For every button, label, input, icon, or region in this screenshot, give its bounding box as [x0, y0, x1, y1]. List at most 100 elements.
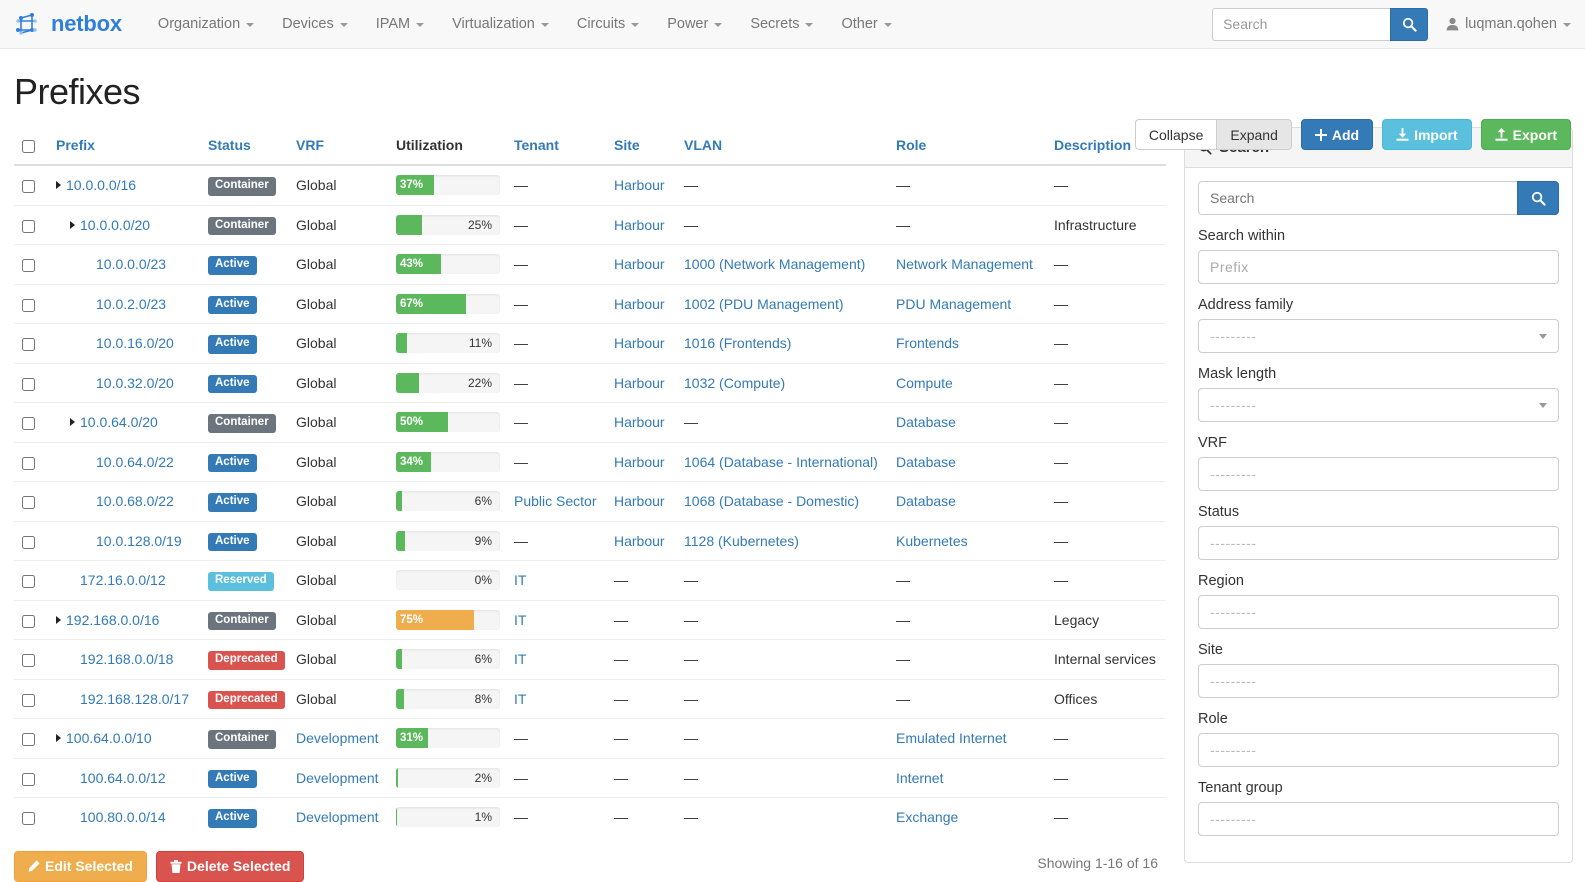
prefix-link[interactable]: 10.0.64.0/22: [96, 453, 174, 470]
vrf-value[interactable]: Development: [296, 730, 379, 747]
filter-input-region[interactable]: ---------: [1198, 595, 1559, 629]
filter-input-mask-length[interactable]: ---------: [1198, 388, 1559, 422]
site-value[interactable]: Harbour: [614, 295, 665, 312]
row-checkbox[interactable]: [22, 733, 35, 747]
filter-input-role[interactable]: ---------: [1198, 733, 1559, 767]
site-value[interactable]: Harbour: [614, 493, 665, 510]
prefix-link[interactable]: 10.0.0.0/20: [80, 216, 151, 233]
nav-item-ipam[interactable]: IPAM: [362, 2, 438, 46]
nav-item-virtualization[interactable]: Virtualization: [438, 2, 563, 46]
vrf-value[interactable]: Development: [296, 809, 379, 826]
prefix-link[interactable]: 10.0.16.0/20: [96, 335, 174, 352]
header-prefix[interactable]: Prefix: [48, 127, 200, 166]
global-search-button[interactable]: [1390, 7, 1429, 41]
nav-item-other[interactable]: Other: [827, 2, 905, 46]
role-value[interactable]: Network Management: [896, 256, 1033, 273]
role-value[interactable]: Compute: [896, 374, 953, 391]
prefix-link[interactable]: 10.0.68.0/22: [96, 493, 174, 510]
vlan-value[interactable]: 1064 (Database - International): [684, 453, 878, 470]
site-value[interactable]: Harbour: [614, 374, 665, 391]
vlan-value[interactable]: 1032 (Compute): [684, 374, 786, 391]
row-checkbox[interactable]: [22, 693, 35, 707]
row-checkbox[interactable]: [22, 496, 35, 510]
row-checkbox[interactable]: [22, 812, 35, 826]
role-value[interactable]: Database: [896, 453, 956, 470]
site-value[interactable]: Harbour: [614, 453, 665, 470]
global-search-input[interactable]: [1212, 7, 1391, 41]
header-vlan[interactable]: VLAN: [676, 127, 888, 166]
collapse-button[interactable]: Collapse: [1134, 119, 1217, 150]
role-value[interactable]: Kubernetes: [896, 532, 968, 549]
row-checkbox[interactable]: [22, 535, 35, 549]
vlan-value[interactable]: 1000 (Network Management): [684, 256, 866, 273]
role-value[interactable]: PDU Management: [896, 295, 1012, 312]
sidebar-search-button[interactable]: [1517, 181, 1559, 215]
filter-input-tenant-group[interactable]: ---------: [1198, 802, 1559, 836]
prefix-link[interactable]: 10.0.32.0/20: [96, 374, 174, 391]
vlan-value[interactable]: 1068 (Database - Domestic): [684, 493, 860, 510]
import-button[interactable]: Import: [1382, 119, 1472, 150]
role-value[interactable]: Frontends: [896, 335, 960, 352]
tenant-value[interactable]: IT: [514, 690, 527, 707]
header-site[interactable]: Site: [606, 127, 676, 166]
row-checkbox[interactable]: [22, 180, 35, 194]
expand-caret-icon[interactable]: [70, 418, 75, 427]
header-role[interactable]: Role: [888, 127, 1046, 166]
prefix-link[interactable]: 100.64.0.0/10: [66, 730, 152, 747]
nav-item-circuits[interactable]: Circuits: [563, 2, 653, 46]
expand-caret-icon[interactable]: [70, 220, 75, 229]
role-value[interactable]: Emulated Internet: [896, 730, 1007, 747]
edit-selected-button[interactable]: Edit Selected: [14, 850, 147, 882]
site-value[interactable]: Harbour: [614, 177, 665, 194]
nav-item-secrets[interactable]: Secrets: [736, 2, 827, 46]
header-tenant[interactable]: Tenant: [506, 127, 606, 166]
sidebar-search-input[interactable]: [1198, 181, 1517, 215]
row-checkbox[interactable]: [22, 298, 35, 312]
vlan-value[interactable]: 1128 (Kubernetes): [684, 532, 799, 549]
prefix-link[interactable]: 100.80.0.0/14: [80, 809, 166, 826]
prefix-link[interactable]: 10.0.128.0/19: [96, 532, 182, 549]
site-value[interactable]: Harbour: [614, 414, 665, 431]
filter-input-vrf[interactable]: ---------: [1198, 457, 1559, 491]
row-checkbox[interactable]: [22, 614, 35, 628]
expand-button[interactable]: Expand: [1216, 119, 1292, 150]
row-checkbox[interactable]: [22, 772, 35, 786]
filter-input-site[interactable]: ---------: [1198, 664, 1559, 698]
tenant-value[interactable]: Public Sector: [514, 493, 597, 510]
brand-logo[interactable]: netbox: [8, 9, 122, 39]
expand-caret-icon[interactable]: [56, 734, 61, 743]
expand-caret-icon[interactable]: [56, 615, 61, 624]
prefix-link[interactable]: 10.0.0.0/16: [66, 177, 137, 194]
role-value[interactable]: Database: [896, 414, 956, 431]
prefix-link[interactable]: 192.168.128.0/17: [80, 690, 189, 707]
site-value[interactable]: Harbour: [614, 256, 665, 273]
nav-item-power[interactable]: Power: [653, 2, 736, 46]
nav-item-devices[interactable]: Devices: [268, 2, 362, 46]
prefix-link[interactable]: 100.64.0.0/12: [80, 769, 166, 786]
site-value[interactable]: Harbour: [614, 335, 665, 352]
header-status[interactable]: Status: [200, 127, 288, 166]
export-button[interactable]: Export: [1480, 119, 1571, 150]
prefix-link[interactable]: 10.0.64.0/20: [80, 414, 158, 431]
tenant-value[interactable]: IT: [514, 651, 527, 668]
prefix-link[interactable]: 10.0.2.0/23: [96, 295, 167, 312]
filter-input-status[interactable]: ---------: [1198, 526, 1559, 560]
role-value[interactable]: Database: [896, 493, 956, 510]
prefix-link[interactable]: 192.168.0.0/18: [80, 651, 174, 668]
role-value[interactable]: Exchange: [896, 809, 959, 826]
row-checkbox[interactable]: [22, 575, 35, 589]
filter-input-address-family[interactable]: ---------: [1198, 319, 1559, 353]
prefix-link[interactable]: 10.0.0.0/23: [96, 256, 167, 273]
expand-caret-icon[interactable]: [56, 181, 61, 190]
add-button[interactable]: Add: [1300, 119, 1374, 150]
header-vrf[interactable]: VRF: [288, 127, 388, 166]
tenant-value[interactable]: IT: [514, 611, 527, 628]
row-checkbox[interactable]: [22, 338, 35, 352]
row-checkbox[interactable]: [22, 219, 35, 233]
vrf-value[interactable]: Development: [296, 769, 379, 786]
nav-item-organization[interactable]: Organization: [144, 2, 268, 46]
user-menu[interactable]: luqman.qohen: [1446, 16, 1571, 32]
row-checkbox[interactable]: [22, 259, 35, 273]
row-checkbox[interactable]: [22, 654, 35, 668]
prefix-link[interactable]: 192.168.0.0/16: [66, 611, 160, 628]
